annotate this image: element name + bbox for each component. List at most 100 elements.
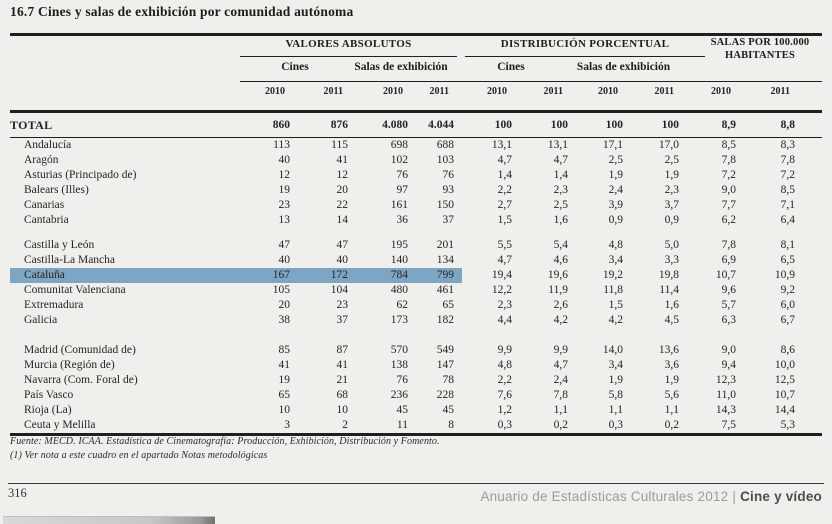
cell-value: 78 <box>442 374 455 386</box>
cell-value: 1,6 <box>553 214 568 226</box>
divider-table-bottom <box>10 433 822 436</box>
cell-value: 13,6 <box>658 344 679 356</box>
cell-value: 9,9 <box>553 344 568 356</box>
cell-value: 5,5 <box>497 239 512 251</box>
cell-value: 7,2 <box>721 169 736 181</box>
cell-value: 2010 <box>265 86 285 97</box>
cell-value: 1,1 <box>553 404 568 416</box>
page-number: 316 <box>8 486 27 500</box>
cell-value: 4,4 <box>497 314 512 326</box>
footer-divider <box>8 483 824 484</box>
cell-value: 19 <box>278 184 291 196</box>
cell-value: 461 <box>436 284 454 296</box>
cell-value: 19,2 <box>602 269 623 281</box>
cell-value: 93 <box>442 184 455 196</box>
cell-value: 688 <box>436 139 454 151</box>
cell-value: 4,7 <box>497 254 512 266</box>
cell-value: 8,5 <box>780 184 795 196</box>
cell-value: 784 <box>390 269 408 281</box>
cell-value: 2,3 <box>664 184 679 196</box>
cell-value: 9,6 <box>721 284 736 296</box>
cell-value: 1,5 <box>497 214 512 226</box>
cell-value: 36 <box>396 214 409 226</box>
table-row: Ceuta y Melilla 3 2 11 8 0,3 0,2 0,3 0,2 7,5 5,3 <box>10 418 822 433</box>
cell-value: 8,9 <box>721 119 736 131</box>
horizontal-scrollbar[interactable] <box>3 516 215 524</box>
cell-value: 2010 <box>711 86 731 97</box>
row-label: TOTAL <box>10 118 53 132</box>
cell-value: 87 <box>336 344 349 356</box>
spacer <box>795 268 822 283</box>
cell-value: 138 <box>390 359 408 371</box>
cell-value: 62 <box>396 299 409 311</box>
table-row: Rioja (La) 10 10 45 45 1,2 1,1 1,1 1,1 14,3 14,4 <box>10 403 822 418</box>
spacer <box>795 313 822 328</box>
spacer <box>795 373 822 388</box>
cell-value: 6,9 <box>721 254 736 266</box>
table-row: Extremadura 20 23 62 65 2,3 2,6 1,5 1,6 5,7 6,0 <box>10 298 822 313</box>
cell-value: 113 <box>273 139 290 151</box>
cell-value: 40 <box>278 254 291 266</box>
cell-value: 7,1 <box>780 199 795 211</box>
row-label: Navarra (Com. Foral de) <box>24 374 138 386</box>
cell-value: 10,9 <box>774 269 795 281</box>
cell-value: 19,6 <box>547 269 568 281</box>
row-label: Madrid (Comunidad de) <box>24 344 136 356</box>
cell-value: 23 <box>336 299 349 311</box>
cell-value: 1,9 <box>664 374 679 386</box>
cell-value: 0,9 <box>608 214 623 226</box>
cell-value: 11,8 <box>603 284 623 296</box>
cell-value: 76 <box>396 169 409 181</box>
divider-total <box>10 137 822 139</box>
cell-value: 6,2 <box>721 214 736 226</box>
cell-value: 9,9 <box>497 344 512 356</box>
cell-value: 65 <box>278 389 291 401</box>
cell-value: 115 <box>331 139 348 151</box>
cell-value: 7,7 <box>721 199 736 211</box>
table-row: Cantabria 13 14 36 37 1,5 1,6 0,9 0,9 6,2 6,4 <box>10 213 822 228</box>
cell-value: 3,3 <box>664 254 679 266</box>
cell-value: 2,2 <box>497 374 512 386</box>
divider-top <box>10 33 822 36</box>
row-label: Rioja (La) <box>24 404 72 416</box>
cell-value: 10,0 <box>774 359 795 371</box>
cell-value: 2 <box>342 419 348 431</box>
cell-value: 9,4 <box>721 359 736 371</box>
cell-value: 40 <box>278 154 291 166</box>
cell-value: 10 <box>336 404 349 416</box>
cell-value: 1,4 <box>553 169 568 181</box>
cell-value: 8,6 <box>780 344 795 356</box>
cell-value: 2011 <box>429 86 449 97</box>
cell-value: 17,1 <box>602 139 623 151</box>
cell-value: 0,3 <box>608 419 623 431</box>
cell-value: 860 <box>272 119 290 131</box>
cell-value: 8 <box>448 419 454 431</box>
table-row: Aragón 40 41 102 103 4,7 4,7 2,5 2,5 7,8 7,8 <box>10 153 822 168</box>
cell-value: 22 <box>336 199 349 211</box>
table-row: Balears (Illes) 19 20 97 93 2,2 2,3 2,4 2,3 9,0 8,… <box>10 183 822 198</box>
cell-value: 10,7 <box>774 389 795 401</box>
spacer <box>795 84 822 99</box>
table-row: Navarra (Com. Foral de) 19 21 76 78 2,2 2,4 1,9… <box>10 373 822 388</box>
table-row: Andalucía 113 115 698 688 13,1 13,1 17,1 17,0 8,5… <box>10 138 822 153</box>
cell-value: 1,9 <box>664 169 679 181</box>
cell-value: 2,3 <box>553 184 568 196</box>
cell-value: 1,4 <box>497 169 512 181</box>
cell-value: 37 <box>336 314 349 326</box>
cell-value: 38 <box>278 314 291 326</box>
table-row: Castilla-La Mancha 40 40 140 134 4,7 4,6 3,4 3,3… <box>10 253 822 268</box>
cell-value: 3,7 <box>664 199 679 211</box>
cell-value: 1,9 <box>608 374 623 386</box>
cell-value: 195 <box>390 239 408 251</box>
cell-value: 20 <box>336 184 349 196</box>
table-row: País Vasco 65 68 236 228 7,6 7,8 5,8 5,6 11,0 10,7 <box>10 388 822 403</box>
cell-value: 37 <box>442 214 455 226</box>
spacer <box>795 213 822 228</box>
cell-value: 12,3 <box>715 374 736 386</box>
row-label: Balears (Illes) <box>24 184 89 196</box>
spacer <box>795 343 822 358</box>
cell-value: 480 <box>390 284 408 296</box>
cell-value: 5,6 <box>664 389 679 401</box>
cell-value: 19 <box>278 374 291 386</box>
spacer <box>795 198 822 213</box>
